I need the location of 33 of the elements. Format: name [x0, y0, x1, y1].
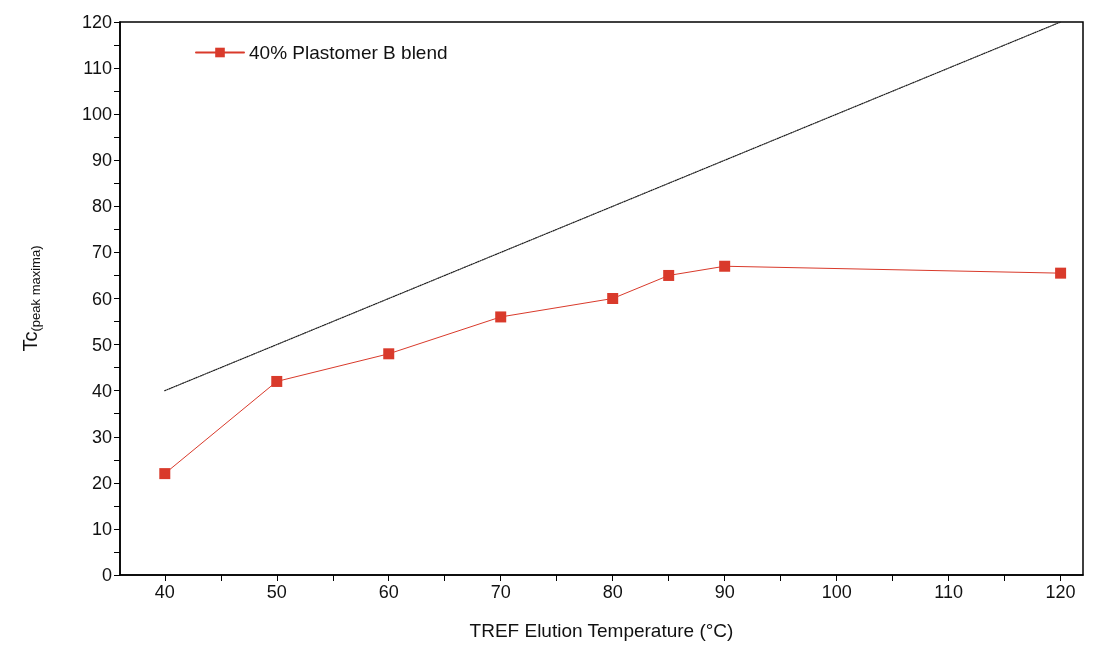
- x-tick-label: 80: [602, 582, 623, 602]
- y-tick-label: 120: [81, 12, 112, 32]
- legend-label: 40% Plastomer B blend: [249, 42, 448, 63]
- y-tick-label: 80: [91, 196, 112, 217]
- y-tick-label: 20: [91, 472, 112, 493]
- y-tick-label: 90: [91, 150, 112, 171]
- y-tick-label: 60: [91, 288, 112, 309]
- y-tick-label: 0: [101, 565, 112, 585]
- point: [719, 260, 731, 272]
- point: [495, 311, 507, 323]
- x-tick-label: 110: [934, 582, 963, 602]
- x-tick-label: 100: [821, 582, 852, 602]
- x-axis-title: TREF Elution Temperature (°C): [469, 620, 734, 641]
- x-tick-label: 120: [1045, 582, 1076, 602]
- y-tick-label: 30: [91, 426, 112, 447]
- point: [1055, 267, 1067, 279]
- x-tick-label: 60: [378, 582, 399, 602]
- x-tick-label: 90: [714, 582, 735, 602]
- y-tick-label: 40: [91, 380, 112, 401]
- y-tick-label: 50: [91, 334, 112, 355]
- y-tick-label: 100: [81, 104, 112, 125]
- point: [271, 375, 283, 387]
- y-axis-title: Tc(peak maxima): [18, 245, 43, 352]
- x-tick-label: 50: [266, 582, 287, 602]
- y-tick-label: 70: [91, 242, 112, 263]
- point: [383, 348, 395, 360]
- point: [159, 468, 171, 480]
- y-tick-label: 110: [83, 58, 112, 79]
- x-tick-label: 40: [154, 582, 175, 602]
- point: [607, 293, 619, 304]
- x-tick-label: 70: [490, 582, 511, 602]
- y-tick-label: 10: [91, 518, 112, 539]
- point: [663, 269, 675, 281]
